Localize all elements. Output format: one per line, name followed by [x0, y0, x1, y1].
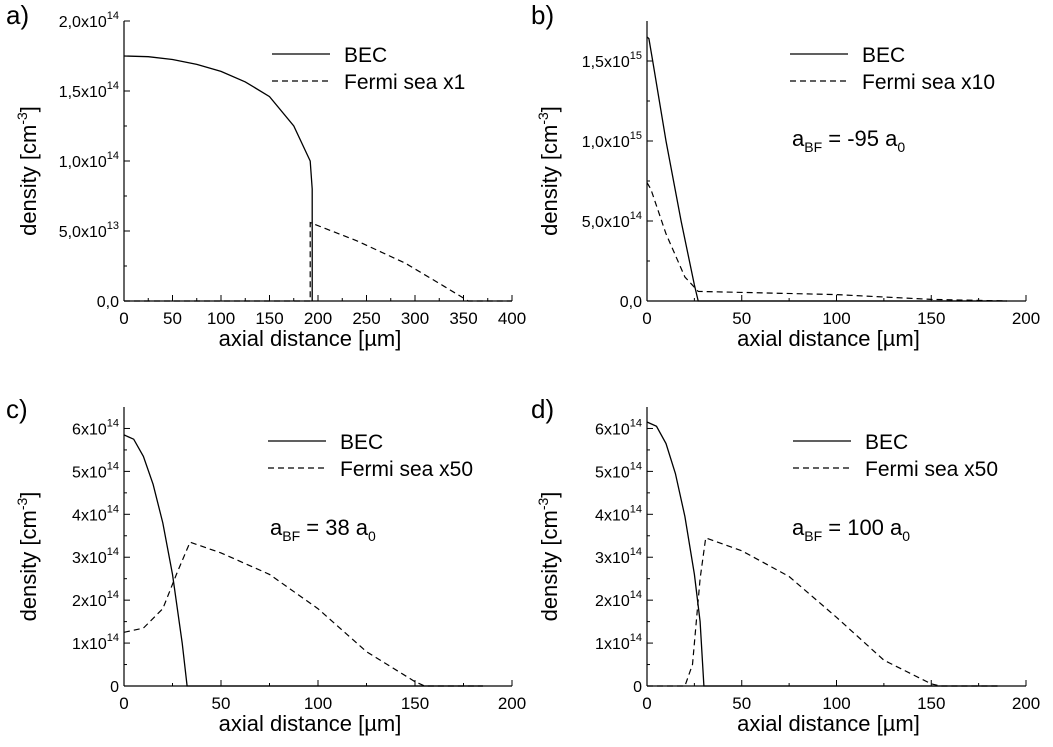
annotation-text: aBF = 100 a0 — [792, 515, 910, 544]
x-tick-label: 250 — [352, 309, 380, 328]
x-tick-label: 0 — [119, 309, 128, 328]
x-tick-label: 150 — [401, 694, 429, 713]
y-tick-label: 4x1014 — [595, 503, 642, 524]
fermi-sea-line — [647, 537, 998, 687]
panel-label: b) — [531, 0, 554, 30]
fermi-sea-line — [123, 541, 483, 687]
y-tick-label: 4x1014 — [72, 503, 119, 524]
x-tick-label: 50 — [212, 694, 231, 713]
x-tick-label: 150 — [917, 309, 945, 328]
x-tick-label: 350 — [449, 309, 477, 328]
y-axis-label: density [cm-3] — [535, 492, 562, 622]
x-tick-label: 50 — [732, 309, 751, 328]
panel-label: d) — [531, 394, 554, 424]
y-axis-label: density [cm-3] — [14, 492, 41, 622]
y-tick-label: 1,0x1015 — [582, 130, 642, 151]
x-tick-label: 0 — [642, 694, 651, 713]
y-tick-label: 5,0x1013 — [59, 220, 119, 241]
chart-panel-4: d) 0 50 100 150 200 0 1x1014 2x1014 3x1014 4x1014 5… — [531, 394, 1040, 736]
x-tick-label: 50 — [732, 694, 751, 713]
y-tick-label: 1,5x1014 — [59, 80, 119, 101]
y-tick-label: 0,0 — [620, 294, 642, 311]
bec-line — [646, 36, 1007, 302]
x-tick-label: 100 — [822, 309, 850, 328]
y-tick-label: 2x1014 — [595, 589, 642, 610]
chart-panel-1: a) 0 50 100 150 200 250 300 350 400 0,0 5,0x1013 1,0… — [6, 0, 526, 351]
y-tick-label: 1,0x1014 — [59, 150, 119, 171]
legend-label: Fermi sea x50 — [340, 458, 473, 481]
legend-label: BEC — [865, 431, 908, 454]
panel-label: a) — [6, 0, 29, 30]
legend-label: Fermi sea x1 — [344, 71, 465, 94]
x-tick-label: 100 — [822, 694, 850, 713]
x-tick-label: 200 — [304, 309, 332, 328]
chart-panel-3: c) 0 50 100 150 200 0 1x1014 2x1014 3x1014 4x1014 5… — [6, 394, 526, 736]
x-tick-label: 150 — [255, 309, 283, 328]
legend-label: BEC — [862, 44, 905, 67]
y-tick-label: 3x1014 — [72, 546, 119, 567]
y-tick-label: 5x1014 — [595, 460, 642, 481]
y-tick-label: 0,0 — [97, 294, 119, 311]
y-tick-label: 6x1014 — [72, 417, 119, 438]
legend-label: Fermi sea x50 — [865, 458, 998, 481]
y-axis-label: density [cm-3] — [535, 106, 562, 236]
y-tick-label: 1x1014 — [72, 632, 119, 653]
x-tick-label: 200 — [1012, 309, 1040, 328]
y-tick-label: 1x1014 — [595, 632, 642, 653]
legend-label: BEC — [344, 44, 387, 67]
x-tick-label: 200 — [1012, 694, 1040, 713]
bec-line — [646, 421, 998, 687]
y-tick-label: 2,0x1014 — [59, 10, 119, 31]
x-tick-label: 100 — [304, 694, 332, 713]
annotation-text: aBF = 38 a0 — [270, 515, 376, 544]
x-axis-label: axial distance [µm] — [219, 711, 402, 736]
legend-label: BEC — [340, 431, 383, 454]
x-axis-label: axial distance [µm] — [737, 326, 920, 351]
x-axis-label: axial distance [µm] — [737, 711, 920, 736]
legend-label: Fermi sea x10 — [862, 71, 995, 94]
y-tick-label: 6x1014 — [595, 417, 642, 438]
panel-label: c) — [6, 394, 28, 424]
x-tick-label: 200 — [498, 694, 526, 713]
fermi-sea-line — [646, 182, 1008, 302]
x-tick-label: 150 — [917, 694, 945, 713]
annotation-text: aBF = -95 a0 — [792, 126, 905, 155]
y-tick-label: 1,5x1015 — [582, 50, 642, 71]
x-tick-label: 300 — [401, 309, 429, 328]
y-axis-label: density [cm-3] — [14, 106, 41, 236]
fermi-sea-line — [124, 221, 512, 302]
chart-panel-2: b) 0 50 100 150 200 0,0 5,0x1014 1,0x1015 1,5x101… — [531, 0, 1040, 351]
x-tick-label: 400 — [498, 309, 526, 328]
bec-line — [123, 55, 313, 301]
y-tick-label: 5,0x1014 — [582, 210, 642, 231]
y-tick-label: 0 — [633, 679, 642, 696]
x-tick-label: 50 — [163, 309, 182, 328]
x-tick-label: 0 — [642, 309, 651, 328]
y-tick-label: 2x1014 — [72, 589, 119, 610]
y-tick-label: 0 — [110, 679, 119, 696]
x-axis-label: axial distance [µm] — [219, 326, 402, 351]
bec-line — [123, 434, 483, 687]
x-tick-label: 0 — [119, 694, 128, 713]
x-tick-label: 100 — [207, 309, 235, 328]
y-tick-label: 3x1014 — [595, 546, 642, 567]
y-tick-label: 5x1014 — [72, 460, 119, 481]
